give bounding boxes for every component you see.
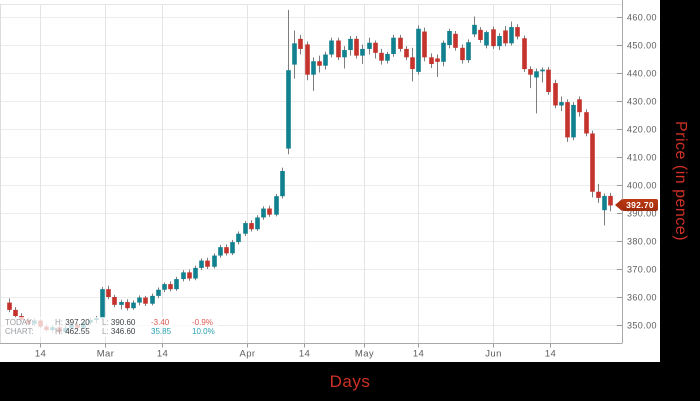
y-tick-label: 430.00 <box>627 97 657 107</box>
x-tick-label: 14 <box>35 349 46 360</box>
x-tick-label: Jun <box>485 349 502 360</box>
candles <box>7 9 613 335</box>
legend-today-change: -3.40 <box>151 318 170 327</box>
legend-chart-low: L: 346.60 <box>102 327 136 336</box>
legend-today-low: L: 390.60 <box>102 318 136 327</box>
legend-chart-label: CHART: <box>5 327 34 336</box>
axes <box>0 0 623 348</box>
legend-row-chart: CHART: H: 462.55 L: 346.60 35.85 10.0% <box>5 327 215 336</box>
candlestick-chart-svg[interactable]: 350.00 360.00 370.00 380.00 390.00 400.00 410.… <box>0 0 660 362</box>
legend-row-today: TODAY: H: 397.20 L: 390.60 -3.40 -0.9% <box>5 318 215 327</box>
y-axis-title: Price (in pence) <box>672 120 689 242</box>
y-tick-label: 390.00 <box>627 209 657 219</box>
x-tick-label: 14 <box>299 349 310 360</box>
x-axis-title: Days <box>329 371 371 391</box>
y-tick-label: 450.00 <box>627 41 657 51</box>
x-tick-label: 14 <box>545 349 556 360</box>
x-tick-label: 14 <box>413 349 424 360</box>
gridlines <box>0 4 622 344</box>
legend-today-high: H: 397.20 <box>55 318 90 327</box>
chart-panel: 350.00 360.00 370.00 380.00 390.00 400.00 410.… <box>0 0 660 362</box>
y-tick-label: 350.00 <box>627 321 657 331</box>
x-axis-title-strip: Days <box>0 362 700 401</box>
x-tick-label: Mar <box>97 349 115 360</box>
axis-tick-labels: 350.00 360.00 370.00 380.00 390.00 400.00 410.… <box>35 13 657 360</box>
x-tick-label: 14 <box>157 349 168 360</box>
legend-today-change-pct: -0.9% <box>192 318 213 327</box>
y-tick-label: 380.00 <box>627 237 657 247</box>
y-tick-label: 370.00 <box>627 265 657 275</box>
y-tick-label: 420.00 <box>627 125 657 135</box>
x-tick-label: Apr <box>240 349 256 360</box>
y-axis-title-strip: Price (in pence) <box>660 0 700 362</box>
chart-legend: TODAY: H: 397.20 L: 390.60 -3.40 -0.9% C… <box>2 317 218 337</box>
y-tick-label: 360.00 <box>627 293 657 303</box>
y-tick-label: 460.00 <box>627 13 657 23</box>
legend-chart-change: 35.85 <box>151 327 172 336</box>
y-tick-label: 400.00 <box>627 181 657 191</box>
legend-chart-high: H: 462.55 <box>55 327 90 336</box>
last-price-tag: 392.70 <box>615 199 658 211</box>
x-tick-label: May <box>355 349 374 360</box>
legend-today-label: TODAY: <box>5 318 34 327</box>
last-price-value: 392.70 <box>626 200 654 210</box>
y-tick-label: 440.00 <box>627 69 657 79</box>
y-tick-label: 410.00 <box>627 153 657 163</box>
legend-chart-change-pct: 10.0% <box>192 327 215 336</box>
